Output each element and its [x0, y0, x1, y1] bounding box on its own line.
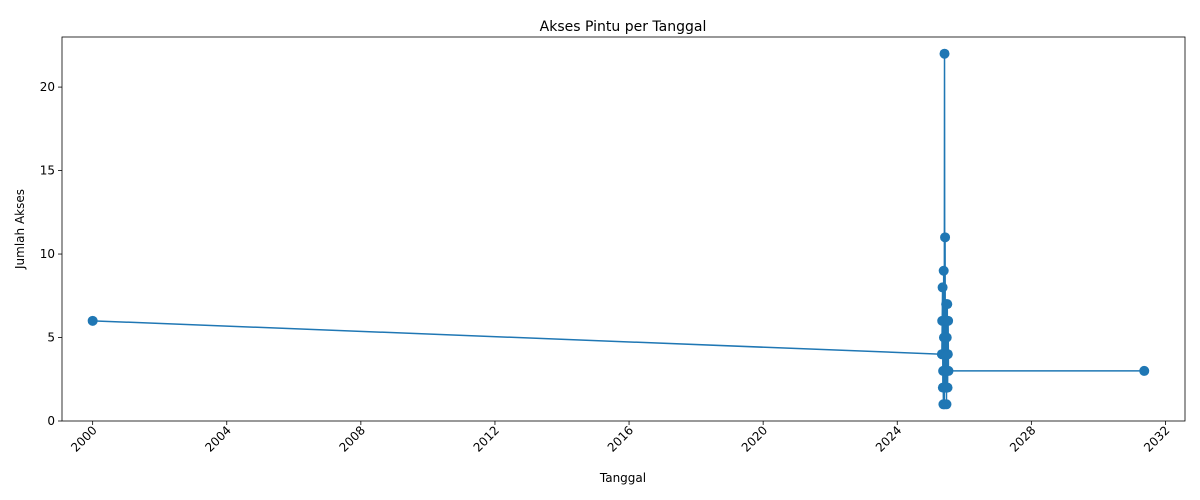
data-point — [942, 299, 953, 310]
x-axis-label: Tanggal — [599, 471, 646, 485]
data-point — [940, 232, 951, 243]
data-point — [1139, 365, 1150, 376]
y-tick-label: 0 — [47, 414, 55, 428]
y-axis: 0 5 10 15 20 — [40, 80, 62, 428]
data-point — [941, 399, 952, 410]
data-point — [943, 365, 954, 376]
data-point — [942, 349, 953, 360]
y-tick-label: 15 — [40, 164, 55, 178]
data-point — [87, 315, 98, 326]
data-point — [941, 332, 952, 343]
data-point — [939, 48, 950, 59]
y-axis-label: Jumlah Akses — [13, 189, 27, 270]
y-tick-label: 10 — [40, 247, 55, 261]
chart-title: Akses Pintu per Tanggal — [540, 19, 707, 35]
data-point — [942, 382, 953, 393]
plot-frame — [61, 36, 1186, 422]
series-markers — [87, 48, 1150, 410]
data-point — [937, 282, 948, 293]
y-tick-label: 5 — [47, 331, 55, 345]
y-tick-label: 20 — [40, 80, 55, 94]
data-point — [938, 265, 949, 276]
data-point — [943, 315, 954, 326]
